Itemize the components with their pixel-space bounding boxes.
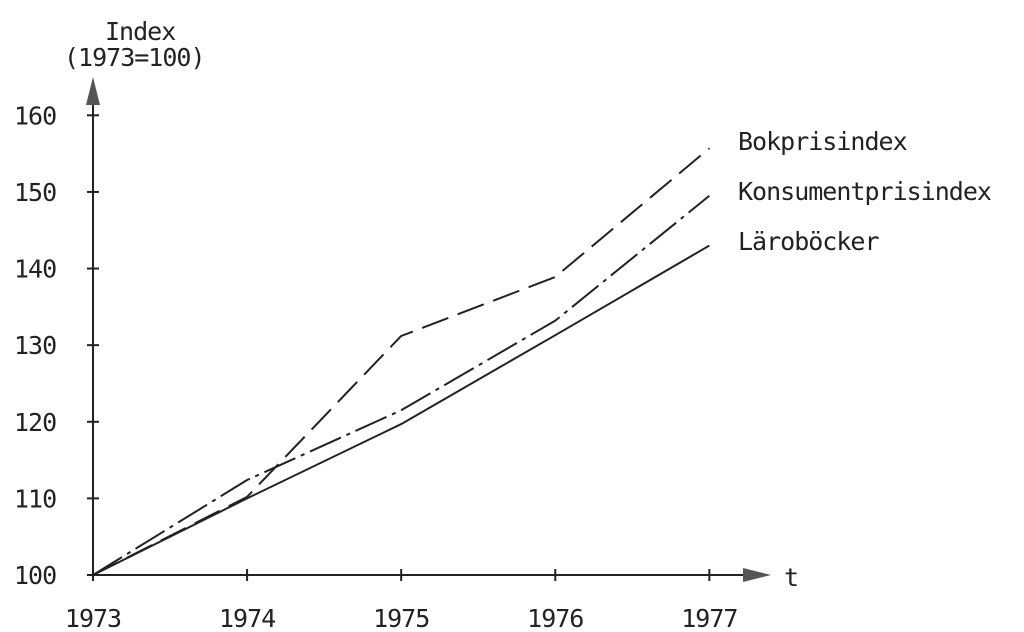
x-axis-arrow [743,568,771,582]
y-tick-label: 160 [14,101,56,130]
y-tick-label: 140 [14,255,56,284]
legend-label: Läroböcker [738,227,879,256]
x-tick-label: 1976 [527,604,583,632]
series-line [92,194,710,576]
series-line [92,244,710,576]
series-line [92,147,711,576]
y-axis-arrow [86,77,100,105]
legend-label: Bokprisindex [738,127,908,156]
x-tick-label: 1973 [65,604,121,632]
y-axis-label: Index [105,17,176,46]
y-tick-label: 150 [14,178,56,207]
legend-label: Konsumentprisindex [738,177,992,206]
y-tick-label: 100 [14,561,56,590]
x-axis-label: t [784,563,798,592]
y-tick-label: 120 [14,408,56,437]
y-axis-label: (1973=100) [64,43,205,72]
x-tick-label: 1977 [681,604,737,632]
x-tick-label: 1975 [373,604,429,632]
y-tick-label: 130 [14,331,56,360]
y-tick-label: 110 [14,484,56,513]
x-tick-label: 1974 [219,604,275,632]
